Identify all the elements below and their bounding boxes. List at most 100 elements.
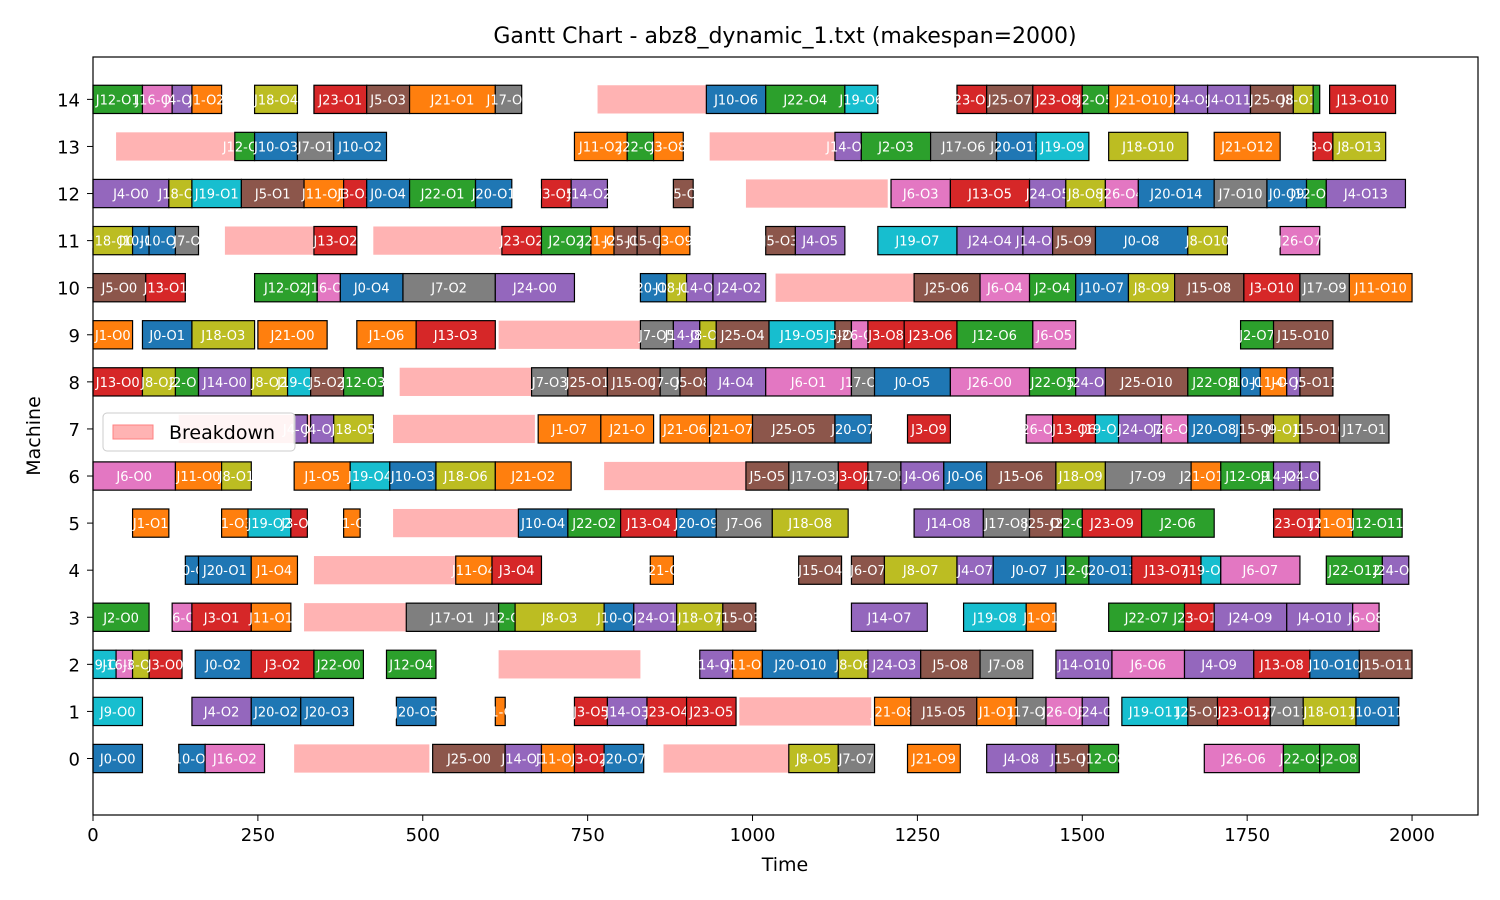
- breakdown-bar: [709, 132, 835, 161]
- operation-label: J18-O10: [1121, 140, 1174, 155]
- operation-rect: [992, 555, 1067, 585]
- operation-label: J8-O6: [834, 658, 871, 673]
- operation-bar: J12-O9: [1220, 461, 1275, 491]
- operation-label: J8-O10: [1185, 235, 1230, 250]
- operation-bar: J21-O12: [1309, 508, 1362, 538]
- operation-bar: J3-O2: [570, 743, 607, 774]
- operation-bar: J11-O2: [573, 131, 628, 162]
- operation-bar: J18-O9: [1055, 461, 1106, 491]
- operation-label: J15-O4: [797, 564, 842, 579]
- operation-label: J13-O4: [626, 517, 671, 532]
- operation-label: J7-O10: [1218, 188, 1263, 203]
- operation-label: J3-O3: [336, 188, 373, 203]
- operation-label: J24-O9: [1227, 611, 1272, 626]
- operation-rect: [867, 461, 902, 491]
- operation-label: J19-O7: [894, 235, 939, 250]
- operation-rect: [197, 367, 252, 397]
- operation-label: J16-O3: [306, 282, 351, 297]
- operation-rect: [570, 178, 609, 209]
- operation-bar: J7-O7: [838, 743, 876, 774]
- operation-rect: [715, 320, 770, 350]
- operation-bar: J21-O8: [870, 696, 915, 727]
- operation-label: J13-O3: [433, 329, 478, 344]
- operation-rect: [333, 414, 374, 444]
- operation-label: J1-O1: [978, 705, 1015, 720]
- operation-label: J7-O11: [1264, 705, 1309, 720]
- operation-rect: [1381, 555, 1410, 585]
- y-tick-label: 3: [69, 608, 80, 629]
- operation-bar: J19-O11: [1121, 696, 1189, 727]
- operation-rect: [1088, 743, 1120, 774]
- operation-bar: J7-O: [172, 225, 201, 256]
- operation-bar: J18-O2: [157, 178, 202, 209]
- operation-bar: J14-O5: [693, 649, 738, 680]
- operation-bar: J12-O5: [484, 602, 529, 632]
- operation-label: J7-O7: [838, 753, 875, 768]
- y-tick-label: 9: [69, 326, 80, 347]
- operation-label: J22-O0: [316, 658, 361, 673]
- operation-bar: J22-O1: [408, 178, 477, 209]
- operation-bar: J14-O7: [850, 602, 928, 632]
- operation-label: J19-O6: [838, 93, 883, 108]
- operation-bar: J26-O5: [1152, 414, 1197, 444]
- operation-label: J21-O3: [580, 235, 625, 250]
- operation-bar: J8-O5: [788, 743, 839, 774]
- operation-bar: J12-O7: [1054, 555, 1099, 585]
- operation-rect: [794, 225, 846, 256]
- operation-label: J25-O11: [1176, 705, 1229, 720]
- operation-rect: [699, 649, 734, 680]
- operation-rect: [92, 602, 150, 632]
- operation-rect: [474, 178, 513, 209]
- operation-bar: J26-O1: [1016, 414, 1061, 444]
- operation-bar: J5-O11: [1293, 367, 1338, 397]
- operation-rect: [148, 225, 177, 256]
- operation-label: J21-O1: [429, 93, 474, 108]
- operation-label: J1-O: [486, 705, 514, 720]
- operation-bar: J1-O1: [132, 508, 170, 538]
- operation-label: J17-O7: [1008, 705, 1053, 720]
- operation-label: J22-O1: [420, 188, 465, 203]
- operation-bar: J23-O5: [685, 696, 737, 727]
- operation-bar: [1312, 84, 1321, 115]
- operation-bar: J5-O5: [745, 461, 790, 491]
- operation-bar: J1-O2: [188, 84, 225, 115]
- operation-rect: [343, 367, 384, 397]
- operation-bar: J11-O1: [301, 178, 346, 209]
- operation-bar: J20-O1: [197, 555, 252, 585]
- operation-rect: [253, 131, 299, 162]
- operation-bar: J23-O9: [1081, 508, 1143, 538]
- operation-bar: J14-O3: [664, 320, 709, 350]
- operation-label: J8-O2: [251, 376, 288, 391]
- operation-rect: [250, 696, 302, 727]
- operation-label: J25-O10: [1119, 376, 1172, 391]
- operation-bar: J12-O2: [253, 272, 318, 303]
- operation-label: J19-O3: [276, 376, 321, 391]
- operation-bar: J10-O3: [253, 131, 299, 162]
- operation-label: J21-O8: [870, 705, 915, 720]
- operation-rect: [1117, 414, 1163, 444]
- breakdown-bar: [373, 226, 502, 255]
- operation-bar: J23-O11: [1270, 508, 1323, 538]
- operation-bar: J15-O11: [1359, 649, 1413, 680]
- legend: Breakdown: [102, 412, 296, 452]
- operation-label: J22-O12: [1327, 564, 1380, 579]
- operation-bar: J3-O7: [834, 461, 871, 491]
- operation-rect: [1055, 461, 1106, 491]
- operation-label: J25-O2: [603, 235, 648, 250]
- operation-label: J14-O3: [604, 705, 649, 720]
- operation-label: J7-O4: [651, 376, 688, 391]
- operation-label: J22-O8: [1191, 376, 1236, 391]
- operation-label: J6-O5: [1035, 329, 1072, 344]
- operation-label: J3-O2: [280, 517, 317, 532]
- operation-bar: J0-O0: [92, 743, 144, 774]
- operation-label: J26-O4: [1099, 188, 1144, 203]
- operation-rect: [788, 461, 839, 491]
- operation-bar: J5-O3: [366, 84, 411, 115]
- operation-label: J7-O5: [638, 329, 675, 344]
- operation-bar: J16-O3: [306, 272, 351, 303]
- operation-label: J26-O6: [1221, 753, 1266, 768]
- operation-bar: J19-O1: [191, 178, 242, 209]
- operation-bar: J8-O8: [1065, 178, 1106, 209]
- operation-rect: [1174, 84, 1209, 115]
- operation-label: J10-O2: [337, 140, 382, 155]
